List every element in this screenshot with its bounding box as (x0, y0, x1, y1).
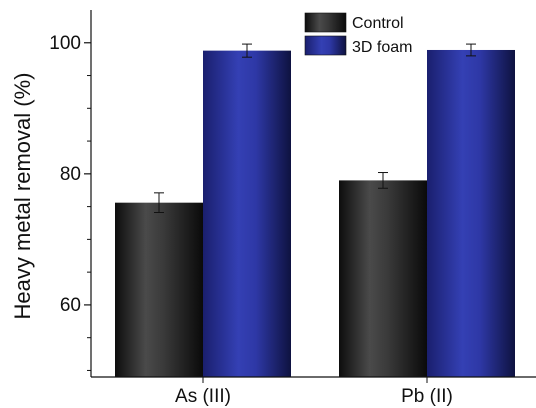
bar-control-as-iii (115, 202, 203, 377)
error-bar-control-pb-ii (378, 172, 388, 189)
x-tick-label: As (III) (175, 386, 231, 407)
legend: Control 3D foam (304, 12, 412, 56)
legend-label-control: Control (352, 15, 404, 32)
error-bar-control-as-iii (154, 192, 164, 214)
x-tick-label: Pb (II) (401, 386, 453, 407)
y-axis-title: Heavy metal removal (%) (10, 73, 35, 320)
bar-3d-foam-pb-ii (427, 49, 515, 378)
bar-3d-foam-as-iii (203, 50, 291, 377)
legend-swatch-control (304, 12, 347, 33)
legend-swatch-3d-foam (304, 35, 347, 56)
legend-label-3d-foam: 3D foam (352, 39, 412, 56)
error-bar-3d-foam-pb-ii (466, 43, 476, 57)
y-tick-label: 60 (60, 295, 81, 316)
bar-control-pb-ii (339, 180, 427, 377)
error-bar-3d-foam-as-iii (242, 43, 252, 58)
y-tick-label: 100 (49, 33, 81, 54)
y-tick-label: 80 (60, 164, 81, 185)
